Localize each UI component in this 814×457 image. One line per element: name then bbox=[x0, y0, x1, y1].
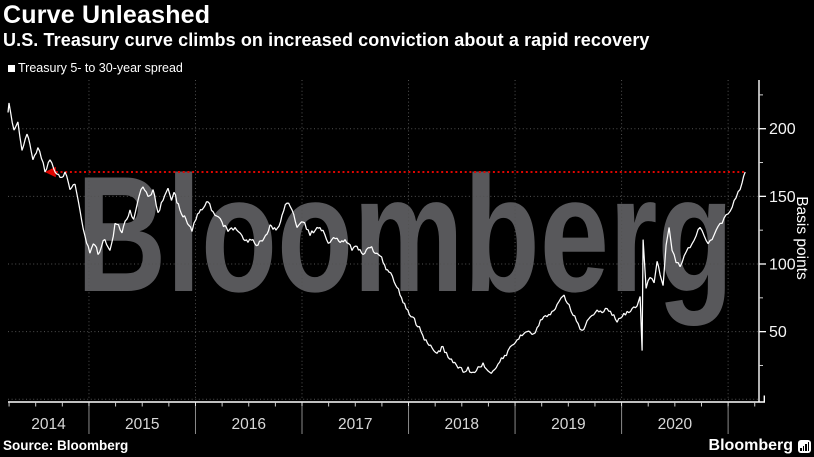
spread-line bbox=[7, 102, 746, 374]
square-bullet-icon bbox=[8, 64, 15, 72]
year-label: 2017 bbox=[338, 416, 372, 433]
year-label: 2016 bbox=[232, 416, 266, 433]
year-label: 2020 bbox=[658, 416, 693, 433]
year-label: 2019 bbox=[551, 416, 585, 433]
y-tick-label: 50 bbox=[769, 324, 787, 341]
page-title: Curve Unleashed bbox=[3, 1, 211, 29]
y-tick-label: 200 bbox=[769, 121, 796, 138]
y-tick-label: 150 bbox=[769, 189, 796, 206]
bloomberg-watermark: Bloomberg bbox=[77, 142, 734, 326]
source-label: Source: Bloomberg bbox=[3, 438, 129, 453]
year-label: 2018 bbox=[445, 416, 479, 433]
y-axis-title: Basis points bbox=[793, 196, 810, 280]
y-tick-label: 100 bbox=[769, 257, 796, 274]
page-subtitle: U.S. Treasury curve climbs on increased … bbox=[3, 30, 650, 50]
header: Curve Unleashed U.S. Treasury curve clim… bbox=[3, 0, 650, 50]
year-label: 2014 bbox=[31, 416, 66, 433]
chart-legend: Treasury 5- to 30-year spread bbox=[8, 61, 183, 75]
reference-arrow-icon bbox=[44, 166, 56, 178]
year-label: 2015 bbox=[125, 416, 159, 433]
bar-chart-icon bbox=[798, 440, 811, 453]
legend-label: Treasury 5- to 30-year spread bbox=[18, 61, 183, 75]
bloomberg-logo: Bloomberg bbox=[708, 437, 793, 454]
